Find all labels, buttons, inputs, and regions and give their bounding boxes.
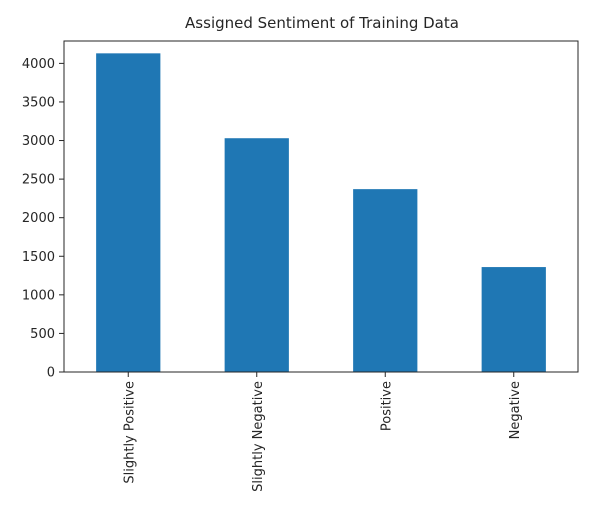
chart-title: Assigned Sentiment of Training Data xyxy=(185,14,459,32)
y-tick-label: 0 xyxy=(47,366,55,381)
plot-frame xyxy=(63,40,579,373)
y-axis: 0 500 1000 1500 2000 2500 3000 3500 4000 xyxy=(22,57,64,381)
y-tick-label: 4000 xyxy=(22,57,55,72)
y-tick-label: 500 xyxy=(30,327,55,342)
y-tick-label: 3000 xyxy=(22,134,55,149)
bar-negative xyxy=(481,267,546,372)
y-tick-label: 2000 xyxy=(22,211,55,226)
y-tick-label: 1000 xyxy=(22,288,55,303)
x-tick-label-positive: Positive xyxy=(379,381,394,431)
y-tick-label: 1500 xyxy=(22,250,55,265)
bar-slightly-positive xyxy=(96,53,161,373)
bar-positive xyxy=(353,189,418,372)
x-tick-label-slightly-negative: Slightly Negative xyxy=(251,381,266,492)
bar-slightly-negative xyxy=(224,138,289,372)
y-tick-label: 2500 xyxy=(22,173,55,188)
bars-layer xyxy=(96,53,546,373)
x-tick-label-slightly-positive: Slightly Positive xyxy=(122,381,137,484)
x-tick-label-negative: Negative xyxy=(508,381,523,439)
y-tick-label: 3500 xyxy=(22,95,55,110)
x-axis: Slightly Positive Slightly Negative Positi… xyxy=(122,372,523,492)
